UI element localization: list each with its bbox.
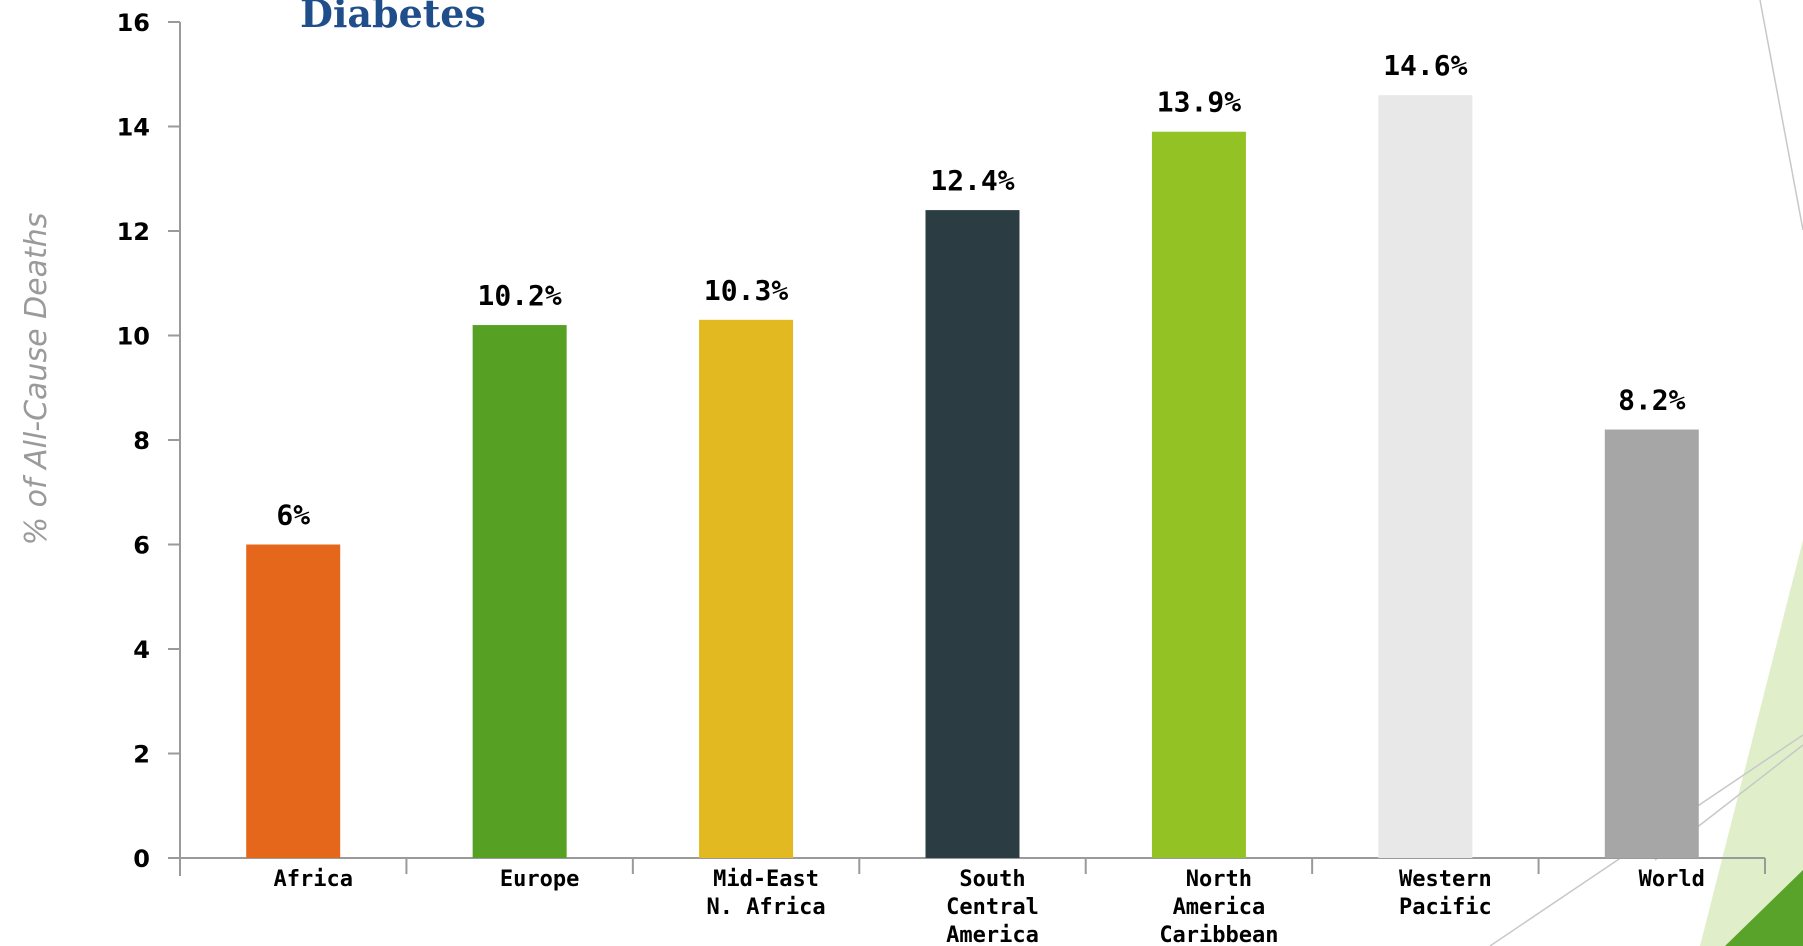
data-label: 6% bbox=[276, 499, 310, 532]
x-tick-label-line: America bbox=[1173, 895, 1266, 920]
bar bbox=[926, 210, 1020, 858]
data-label: 10.3% bbox=[704, 274, 788, 307]
x-tick-label: South Central America bbox=[946, 867, 1039, 946]
bar bbox=[1378, 95, 1472, 858]
y-tick-label: 16 bbox=[117, 9, 150, 37]
bar bbox=[1605, 430, 1699, 858]
bar bbox=[1152, 132, 1246, 858]
x-tick-label-line: Pacific bbox=[1399, 895, 1492, 920]
x-tick-label: Africa bbox=[273, 867, 352, 892]
y-tick-label: 8 bbox=[133, 427, 150, 455]
y-axis-label: % of All-Cause Deaths bbox=[19, 213, 54, 546]
x-tick-label-line: N. Africa bbox=[706, 895, 825, 920]
x-tick-label-line: Mid-East bbox=[713, 867, 819, 892]
y-tick-label: 4 bbox=[133, 636, 150, 664]
chart-title: Diabetes bbox=[300, 0, 486, 36]
x-tick-label-line: Central bbox=[946, 895, 1039, 920]
y-tick-label: 10 bbox=[117, 323, 150, 351]
y-tick-label: 14 bbox=[117, 114, 150, 142]
y-tick-label: 0 bbox=[133, 845, 150, 873]
x-tick-label-line: Europe bbox=[500, 867, 579, 892]
x-tick-label-line: North bbox=[1186, 867, 1252, 892]
data-label: 12.4% bbox=[930, 164, 1014, 197]
decor-line-1 bbox=[1760, 0, 1803, 230]
bar bbox=[473, 325, 567, 858]
bar bbox=[246, 545, 340, 859]
bar bbox=[699, 320, 793, 858]
data-label: 13.9% bbox=[1157, 86, 1241, 119]
x-tick-label-line: Western bbox=[1399, 867, 1492, 892]
x-tick-label: Mid-East N. Africa bbox=[706, 867, 825, 920]
x-tick-label: Europe bbox=[500, 867, 579, 892]
x-tick-label: Western Pacific bbox=[1399, 867, 1492, 920]
x-tick-label-line: South bbox=[959, 867, 1025, 892]
y-tick-label: 2 bbox=[133, 741, 150, 769]
bars bbox=[246, 95, 1699, 858]
x-ticks: Africa Europe Mid-East N. Africa South Centra… bbox=[273, 867, 1704, 946]
x-tick-label-line: World bbox=[1639, 867, 1705, 892]
x-tick-label-line: America bbox=[946, 923, 1039, 946]
data-label: 10.2% bbox=[477, 279, 561, 312]
x-tick-label: World bbox=[1639, 867, 1705, 892]
y-ticks: 0 2 4 6 8 10 12 14 16 bbox=[117, 9, 180, 873]
y-tick-label: 12 bbox=[117, 218, 150, 246]
x-tick-label-line: Caribbean bbox=[1159, 923, 1278, 946]
y-tick-label: 6 bbox=[133, 532, 150, 560]
x-tick-label-line: Africa bbox=[273, 867, 352, 892]
data-label: 8.2% bbox=[1618, 384, 1686, 417]
data-label: 14.6% bbox=[1383, 49, 1467, 82]
x-tick-label: North America Caribbean bbox=[1159, 867, 1278, 946]
